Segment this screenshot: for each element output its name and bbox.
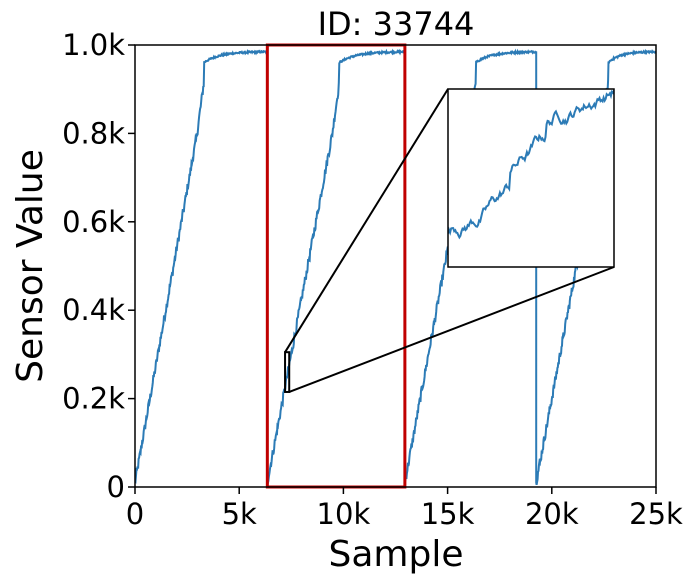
x-tick-label: 5k <box>222 497 257 531</box>
y-axis: 0 0.2k 0.4k 0.6k 0.8k 1.0k <box>62 28 135 504</box>
inset-series-line <box>448 89 614 240</box>
y-tick-label: 0.8k <box>62 116 125 150</box>
plot-frame <box>134 44 657 488</box>
y-tick-label: 0.2k <box>62 382 125 416</box>
inset-background <box>448 89 614 267</box>
x-axis-label: Sample <box>329 534 464 575</box>
x-tick-label: 25k <box>629 497 683 531</box>
zoom-region-box <box>284 351 291 393</box>
chart-title: ID: 33744 <box>318 5 475 43</box>
y-tick-label: 0 <box>107 470 125 504</box>
y-tick-label: 0.4k <box>62 293 125 327</box>
x-tick-label: 20k <box>525 497 579 531</box>
zoom-connector-line <box>284 88 449 353</box>
zoom-connector-line <box>288 266 615 393</box>
y-tick-label: 1.0k <box>62 28 125 62</box>
x-tick-label: 0 <box>126 497 144 531</box>
inset-frame <box>447 88 615 268</box>
plot-area <box>134 43 657 489</box>
x-tick-label: 15k <box>421 497 475 531</box>
x-axis: 0 5k 10k 15k 20k 25k <box>126 487 683 531</box>
y-axis-label: Sensor Value <box>10 149 51 383</box>
y-tick-label: 0.6k <box>62 205 125 239</box>
x-tick-label: 10k <box>317 497 371 531</box>
